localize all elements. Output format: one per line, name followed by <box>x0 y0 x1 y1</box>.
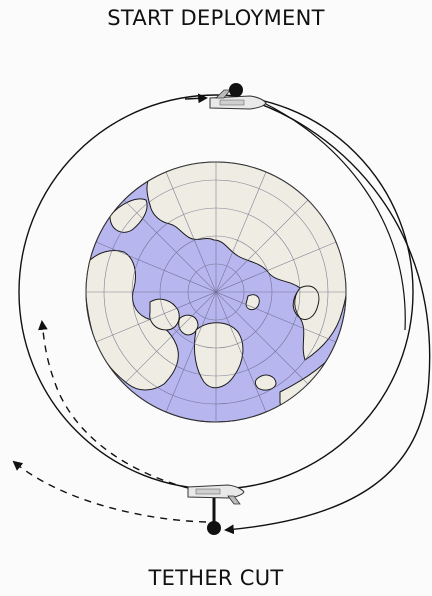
landmass-arctic-island-2 <box>178 314 199 336</box>
payload-orbit <box>224 95 431 535</box>
graticule <box>86 162 346 422</box>
payload-dashed-trajectory <box>12 460 207 523</box>
landmass-iceland <box>254 374 277 391</box>
shuttle-dashed-trajectory <box>37 320 189 489</box>
space-shuttle-icon-top <box>209 89 267 110</box>
payload-orbit-inner <box>261 101 406 331</box>
earth-globe <box>85 161 347 423</box>
orbit-direction-arrow <box>184 93 208 104</box>
landmass-upper-left-rim <box>109 198 148 233</box>
tether-cut-label: TETHER CUT <box>148 566 284 590</box>
landmass-greenland <box>193 322 244 389</box>
tethered-payload-dot-icon-bottom <box>207 521 221 535</box>
space-shuttle-icon-bottom <box>187 484 245 505</box>
start-deployment-label: START DEPLOYMENT <box>107 6 325 30</box>
landmass-peninsula <box>294 285 320 320</box>
tethered-payload-dot-icon-top <box>229 83 243 97</box>
